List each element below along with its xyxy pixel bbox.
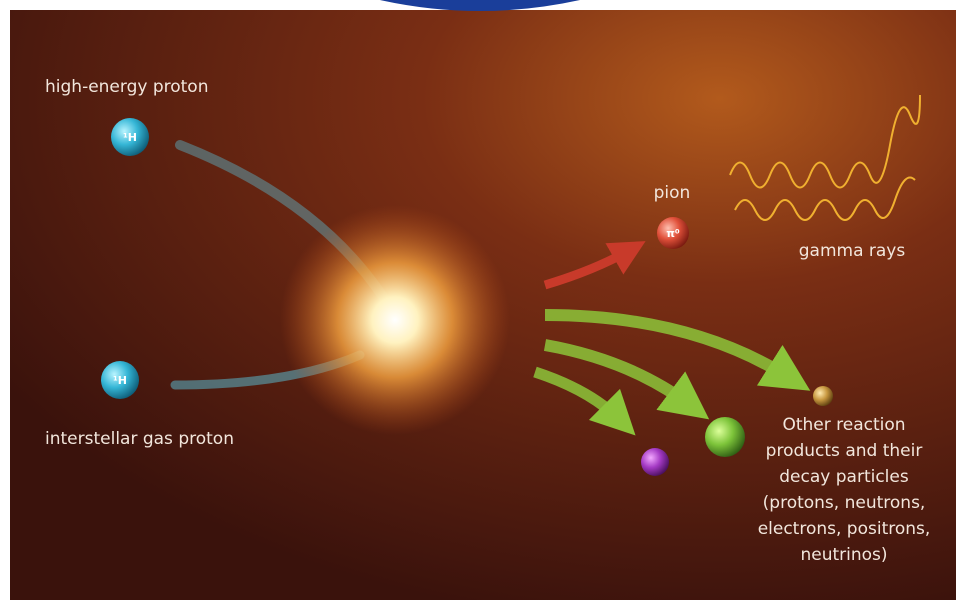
label-line: electrons, positrons, [758, 519, 931, 539]
product-particle [641, 448, 669, 476]
label-line: Other reaction [782, 415, 905, 435]
label: interstellar gas proton [45, 429, 234, 449]
particle-symbol: ¹H [123, 131, 137, 144]
top-shape [380, 0, 580, 11]
page: ¹H ¹H π⁰ high-energy proton interstellar… [0, 0, 964, 605]
particle-symbol: ¹H [113, 374, 127, 387]
label-line: decay particles [779, 467, 909, 487]
label-line: products and their [766, 441, 923, 461]
illustration: ¹H ¹H π⁰ high-energy proton interstellar… [0, 0, 964, 605]
product-particle [813, 386, 833, 406]
label-line: neutrinos) [800, 545, 887, 565]
product-particle [705, 417, 745, 457]
label-line: (protons, neutrons, [763, 493, 926, 513]
collision-flash [280, 205, 510, 435]
label: high-energy proton [45, 77, 208, 97]
label: pion [654, 183, 691, 203]
particle-symbol: π⁰ [666, 227, 680, 240]
label: gamma rays [799, 241, 906, 261]
